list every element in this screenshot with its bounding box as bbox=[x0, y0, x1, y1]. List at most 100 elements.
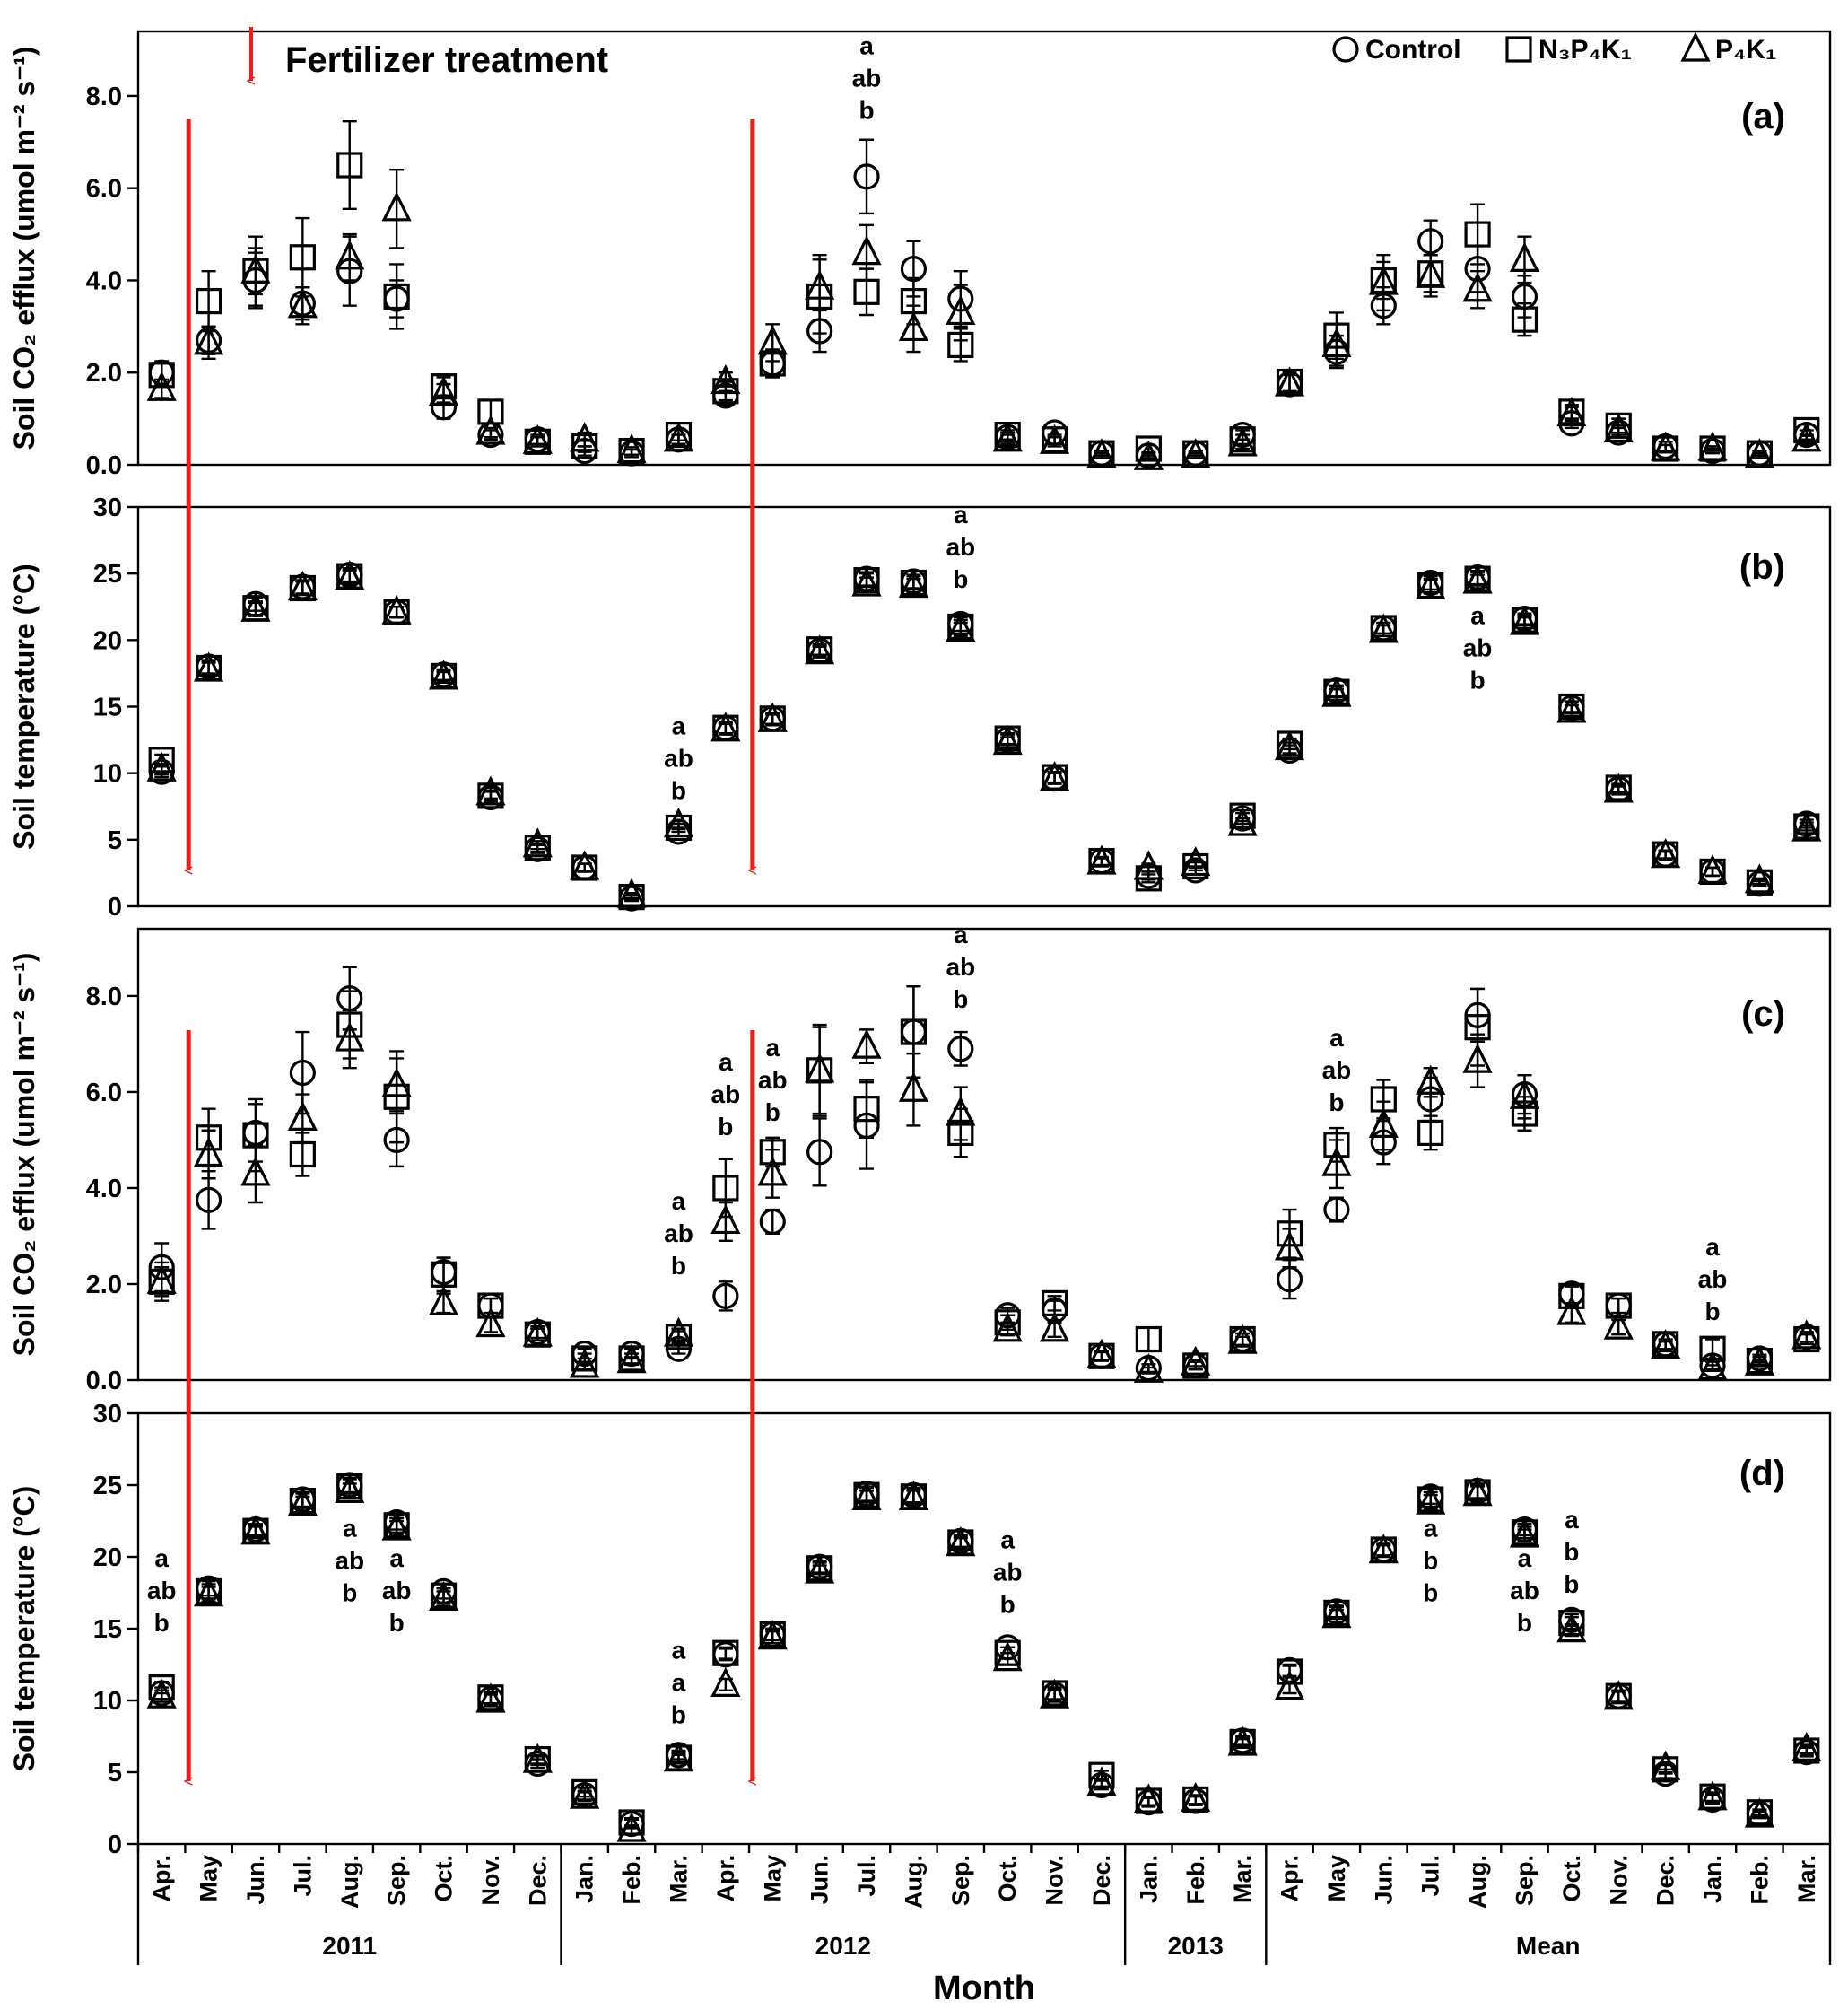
data-point bbox=[1416, 1484, 1446, 1515]
data-point bbox=[477, 398, 504, 425]
month-tick-label: Aug. bbox=[336, 1855, 363, 1909]
data-point bbox=[1697, 431, 1728, 461]
data-point bbox=[1368, 1534, 1399, 1564]
data-point bbox=[1227, 806, 1258, 836]
significance-letter: a bbox=[1470, 602, 1485, 630]
month-tick-label: Jan. bbox=[571, 1855, 598, 1903]
data-point bbox=[1651, 431, 1681, 461]
month-tick-label: Jun. bbox=[1370, 1855, 1397, 1905]
data-point bbox=[851, 566, 882, 597]
month-tick-label: Oct. bbox=[994, 1855, 1021, 1902]
month-tick-label: Feb. bbox=[618, 1855, 645, 1905]
data-point bbox=[146, 751, 177, 782]
data-point bbox=[1744, 438, 1775, 468]
data-point bbox=[240, 1156, 271, 1186]
significance-letter: ab bbox=[946, 953, 975, 981]
data-point bbox=[898, 1480, 929, 1511]
data-point bbox=[146, 1263, 177, 1294]
significance-letters: a ab b bbox=[993, 1525, 1023, 1618]
y-axis-title-b: Soil temperature (°C) bbox=[8, 564, 40, 850]
data-point bbox=[524, 835, 551, 861]
data-point bbox=[1416, 1064, 1446, 1095]
data-point bbox=[898, 1071, 929, 1102]
data-point bbox=[805, 1053, 835, 1083]
significance-letter: ab bbox=[1463, 634, 1493, 662]
data-point bbox=[193, 1136, 224, 1167]
data-point bbox=[710, 712, 741, 742]
data-point bbox=[193, 1577, 224, 1607]
data-point bbox=[1133, 850, 1164, 880]
significance-letter: ab bbox=[664, 745, 693, 773]
data-point bbox=[806, 1139, 833, 1166]
month-tick-label: Nov. bbox=[1042, 1855, 1068, 1906]
y-axis-title-a: Soil CO₂ efflux (umol m⁻² s⁻¹) bbox=[8, 47, 40, 450]
data-point bbox=[992, 422, 1023, 452]
y-tick-label: 0.0 bbox=[86, 1367, 122, 1395]
x-axis-title: Month bbox=[933, 1970, 1035, 2007]
data-point bbox=[1556, 396, 1587, 427]
significance-letter: b bbox=[953, 565, 968, 593]
significance-letter: a bbox=[719, 1048, 733, 1076]
data-point bbox=[1462, 1043, 1493, 1073]
significance-letter: a bbox=[343, 1515, 357, 1542]
data-point bbox=[1603, 1309, 1634, 1340]
data-point bbox=[618, 884, 645, 911]
annotation-text: Fertilizer treatment bbox=[285, 40, 608, 80]
month-tick-label: Oct. bbox=[431, 1855, 458, 1902]
month-tick-label: Dec. bbox=[524, 1855, 551, 1906]
data-point bbox=[851, 235, 882, 266]
month-tick-label: Jul. bbox=[289, 1855, 316, 1897]
data-point bbox=[335, 240, 365, 270]
data-point bbox=[1039, 424, 1070, 454]
data-point bbox=[1181, 1781, 1211, 1813]
data-point bbox=[1791, 1731, 1822, 1762]
data-point bbox=[1462, 564, 1493, 594]
month-tick-label: Jan. bbox=[1699, 1855, 1726, 1903]
panel-label-c: (c) bbox=[1741, 994, 1785, 1034]
data-point bbox=[898, 310, 929, 342]
data-point bbox=[381, 594, 412, 625]
y-tick-label: 20 bbox=[93, 626, 122, 655]
data-point bbox=[477, 782, 504, 809]
data-point bbox=[1039, 1678, 1070, 1708]
significance-letter: a bbox=[672, 1187, 686, 1215]
fertilizer-annotation: Fertilizer treatment bbox=[188, 27, 753, 1781]
data-point bbox=[1744, 1345, 1775, 1376]
data-point bbox=[475, 415, 506, 445]
significance-letter: a bbox=[765, 1034, 780, 1062]
data-point bbox=[1227, 1324, 1258, 1354]
data-point bbox=[475, 775, 506, 806]
data-point bbox=[1603, 773, 1634, 803]
data-point bbox=[853, 1096, 880, 1123]
significance-letter: a bbox=[1565, 1506, 1579, 1534]
data-point bbox=[1511, 306, 1539, 333]
data-point bbox=[663, 1742, 694, 1772]
data-point bbox=[381, 1510, 412, 1541]
data-point bbox=[1182, 1352, 1209, 1379]
significance-letter: a bbox=[389, 1544, 404, 1572]
month-tick-label: Jun. bbox=[806, 1855, 833, 1905]
year-label: Mean bbox=[1516, 1932, 1581, 1960]
data-point bbox=[1368, 613, 1399, 643]
y-tick-label: 25 bbox=[93, 1472, 122, 1500]
data-point bbox=[570, 1348, 600, 1378]
data-point bbox=[1133, 1783, 1164, 1813]
month-tick-label: Oct. bbox=[1558, 1855, 1585, 1902]
data-point bbox=[1227, 1726, 1258, 1756]
significance-letter: b bbox=[671, 1252, 686, 1280]
significance-letters: a ab b bbox=[946, 921, 975, 1013]
data-point bbox=[1274, 1230, 1305, 1261]
significance-letter: b bbox=[671, 777, 686, 805]
month-tick-label: May bbox=[759, 1855, 786, 1902]
data-point bbox=[712, 1639, 739, 1666]
y-tick-label: 0 bbox=[108, 893, 122, 922]
data-point bbox=[195, 287, 222, 315]
data-point bbox=[428, 660, 459, 690]
significance-letter: b bbox=[342, 1579, 357, 1607]
month-tick-label: Apr. bbox=[712, 1855, 739, 1902]
significance-letters: a ab b bbox=[1463, 602, 1493, 695]
significance-letter: b bbox=[1423, 1547, 1438, 1575]
legend-item-circle: Control bbox=[1332, 35, 1461, 65]
data-point bbox=[335, 560, 365, 590]
data-point bbox=[1274, 1670, 1305, 1700]
